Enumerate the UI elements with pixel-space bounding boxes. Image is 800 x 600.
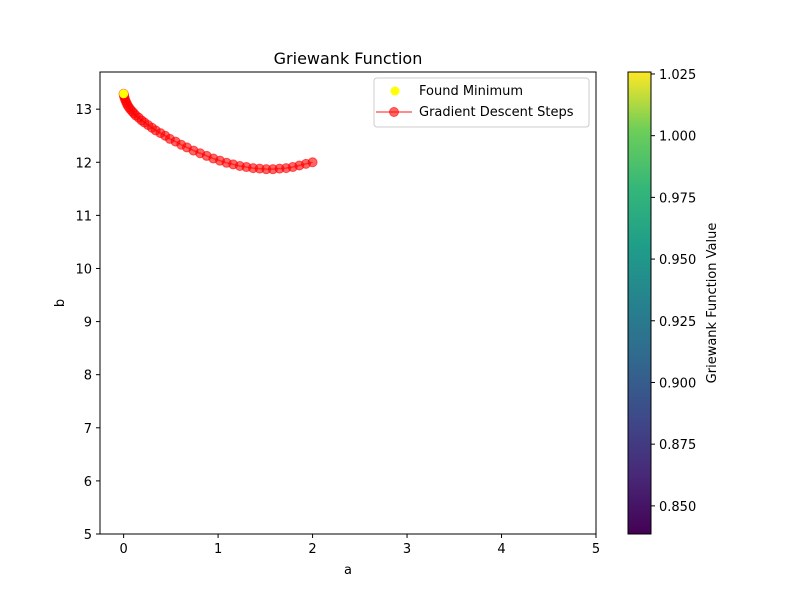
colorbar-tick-label: 0.875	[659, 438, 696, 453]
found-minimum-point	[119, 89, 129, 99]
colorbar-tick-label: 0.850	[659, 500, 696, 515]
colorbar-tick-label: 1.000	[659, 130, 696, 145]
legend-label-gradient-descent: Gradient Descent Steps	[419, 105, 574, 120]
colorbar-tick-label: 0.900	[659, 376, 696, 391]
y-axis-label: b	[53, 299, 68, 307]
x-tick-label: 4	[497, 542, 505, 557]
y-tick-label: 7	[84, 422, 92, 437]
legend: Found Minimum Gradient Descent Steps	[373, 77, 590, 128]
colorbar: 0.850 0.875 0.900 0.925 0.950 0.975 1.000 1.025…	[627, 68, 720, 535]
x-axis-label: a	[344, 563, 352, 578]
colorbar-gradient	[627, 71, 652, 535]
plot-frame	[99, 71, 597, 535]
y-axis: 5 6 7 8 9 10 11 12 13	[75, 103, 100, 543]
x-tick-label: 2	[308, 542, 316, 557]
legend-marker-gradient-descent	[389, 107, 399, 117]
colorbar-tick-label: 1.025	[659, 68, 696, 83]
colorbar-label: Griewank Function Value	[705, 223, 720, 384]
x-axis: 0 1 2 3 4 5	[119, 534, 600, 557]
colorbar-ticks: 0.850 0.875 0.900 0.925 0.950 0.975 1.000 1.025	[651, 68, 696, 515]
colorbar-tick-label: 0.975	[659, 191, 696, 206]
y-tick-label: 10	[75, 262, 92, 277]
y-tick-label: 11	[75, 209, 92, 224]
y-tick-label: 6	[84, 475, 92, 490]
x-tick-label: 0	[119, 542, 127, 557]
x-tick-label: 5	[592, 542, 600, 557]
chart-title: Griewank Function	[274, 49, 423, 68]
x-tick-label: 3	[403, 542, 411, 557]
colorbar-tick-label: 0.950	[659, 253, 696, 268]
legend-frame	[373, 77, 590, 128]
legend-marker-found-minimum	[390, 86, 400, 96]
colorbar-tick-label: 0.925	[659, 315, 696, 330]
y-tick-label: 12	[75, 156, 92, 171]
x-tick-label: 1	[214, 542, 222, 557]
legend-label-found-minimum: Found Minimum	[419, 84, 523, 99]
y-tick-label: 5	[84, 528, 92, 543]
y-tick-label: 9	[84, 316, 92, 331]
y-tick-label: 8	[84, 369, 92, 384]
series-layer	[118, 88, 318, 175]
y-tick-label: 13	[75, 103, 92, 118]
